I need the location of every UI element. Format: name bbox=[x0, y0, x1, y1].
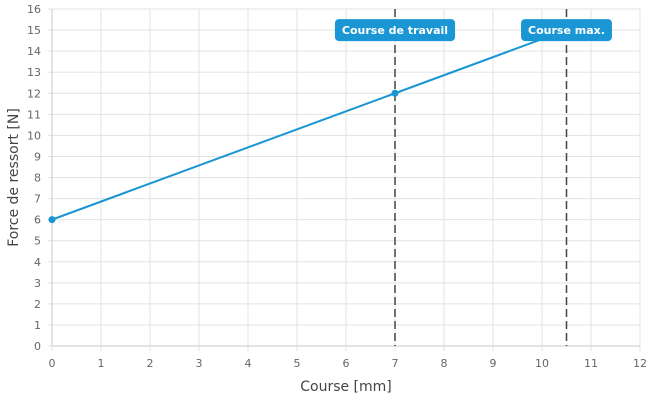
data-point bbox=[391, 89, 399, 97]
callout-label: Course max. bbox=[528, 24, 605, 37]
callout-box bbox=[521, 19, 612, 42]
y-tick-label: 3 bbox=[34, 277, 41, 290]
x-tick-label: 7 bbox=[392, 357, 399, 370]
y-tick-label: 4 bbox=[34, 256, 41, 269]
x-tick-label: 4 bbox=[245, 357, 252, 370]
reference-lines bbox=[394, 9, 568, 346]
y-axis-title: Force de ressort [N] bbox=[6, 108, 22, 247]
x-tick-label: 11 bbox=[584, 357, 598, 370]
x-tick-label: 3 bbox=[196, 357, 203, 370]
series-layer bbox=[48, 29, 567, 224]
x-tick-label: 2 bbox=[147, 357, 154, 370]
x-tick-label: 9 bbox=[490, 357, 497, 370]
axes bbox=[51, 9, 640, 347]
y-tick-label: 14 bbox=[27, 45, 41, 58]
y-tick-label: 7 bbox=[34, 193, 41, 206]
reference-callout: Course max. bbox=[521, 19, 612, 42]
x-tick-label: 8 bbox=[441, 357, 448, 370]
x-axis-title: Course [mm] bbox=[300, 379, 392, 395]
x-tick-label: 6 bbox=[343, 357, 350, 370]
callout-label: Course de travail bbox=[342, 24, 448, 37]
series-line bbox=[51, 29, 567, 221]
y-tick-label: 6 bbox=[34, 214, 41, 227]
y-tick-label: 16 bbox=[27, 3, 41, 16]
y-tick-label: 11 bbox=[27, 108, 41, 121]
x-tick-label: 10 bbox=[535, 357, 549, 370]
x-tick-label: 5 bbox=[294, 357, 301, 370]
y-tick-label: 9 bbox=[34, 150, 41, 163]
y-tick-label: 8 bbox=[34, 172, 41, 185]
x-tick-label: 0 bbox=[49, 357, 56, 370]
y-tick-label: 1 bbox=[34, 319, 41, 332]
reference-callout: Course de travail bbox=[334, 19, 456, 42]
callout-box bbox=[334, 19, 456, 42]
callouts: Course de travail Course max. bbox=[334, 19, 612, 42]
y-tick-label: 5 bbox=[34, 235, 41, 248]
y-tick-label: 0 bbox=[34, 340, 41, 353]
y-tick-label: 2 bbox=[34, 298, 41, 311]
y-tick-label: 10 bbox=[27, 129, 41, 142]
y-tick-label: 13 bbox=[27, 66, 41, 79]
x-tick-labels: 0 1 2 3 4 5 6 7 8 9 10 11 12 bbox=[49, 357, 648, 370]
data-point bbox=[48, 216, 56, 224]
x-tick-label: 12 bbox=[633, 357, 647, 370]
x-tick-label: 1 bbox=[98, 357, 105, 370]
y-tick-label: 15 bbox=[27, 24, 41, 37]
grid bbox=[48, 8, 641, 351]
y-tick-label: 12 bbox=[27, 87, 41, 100]
